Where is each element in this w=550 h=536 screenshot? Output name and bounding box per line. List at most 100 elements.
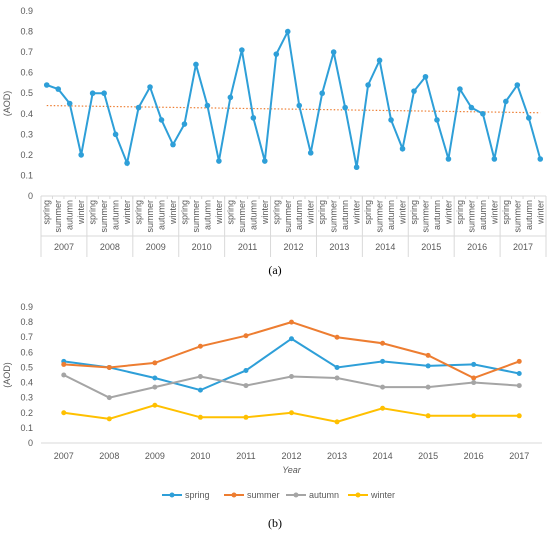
data-point-winter [152, 402, 158, 408]
season-tick-label: spring [225, 200, 235, 225]
data-point [147, 84, 153, 90]
season-tick-label: summer [283, 200, 293, 233]
data-point [503, 98, 509, 105]
x-tick-label: 2011 [236, 451, 255, 461]
data-point [411, 88, 417, 94]
data-point-summer [516, 358, 522, 364]
y-tick-label: 0.1 [20, 423, 33, 433]
data-point [445, 156, 452, 162]
data-point-autumn [334, 375, 340, 381]
year-tick-label: 2014 [375, 242, 395, 252]
data-point-autumn [106, 395, 112, 401]
data-point-winter [334, 419, 340, 425]
data-point-winter [197, 414, 203, 420]
season-tick-label: winter [535, 200, 545, 225]
data-point-summer [380, 340, 386, 346]
season-tick-label: spring [42, 200, 52, 225]
legend-marker-summer [231, 492, 237, 498]
x-tick-label: 2007 [54, 451, 74, 461]
data-point [43, 82, 50, 88]
data-point-summer [425, 352, 431, 358]
panel-label-b: (b) [268, 516, 282, 530]
y-axis-label: (AOD) [2, 362, 12, 388]
data-point-autumn [61, 372, 67, 378]
data-point [55, 86, 62, 92]
data-point [457, 86, 463, 92]
data-point [525, 115, 532, 121]
x-tick-label: 2009 [145, 451, 165, 461]
data-point [480, 110, 486, 117]
season-tick-label: winter [306, 200, 316, 225]
data-point [342, 104, 348, 111]
season-tick-label: winter [398, 200, 408, 225]
year-tick-label: 2009 [146, 242, 166, 252]
data-point-spring [380, 358, 386, 364]
data-point [135, 104, 142, 111]
season-tick-label: winter [260, 200, 270, 225]
x-tick-label: 2012 [281, 451, 301, 461]
data-point [124, 160, 130, 166]
y-tick-label: 0 [28, 191, 33, 201]
y-tick-label: 0.6 [20, 68, 33, 78]
year-tick-label: 2015 [421, 242, 441, 252]
season-tick-label: winter [214, 200, 224, 225]
y-tick-label: 0.5 [20, 362, 33, 372]
season-tick-label: autumn [248, 200, 258, 230]
season-tick-label: summer [420, 200, 430, 233]
season-tick-label: winter [168, 200, 178, 225]
y-tick-label: 0.1 [20, 170, 33, 180]
data-point-summer [471, 375, 477, 381]
season-tick-label: winter [76, 200, 86, 225]
y-tick-label: 0.5 [20, 88, 33, 98]
year-tick-label: 2017 [513, 242, 533, 252]
data-point [273, 51, 280, 57]
season-tick-label: spring [134, 200, 144, 225]
data-point-autumn [471, 380, 477, 386]
x-tick-label: 2010 [190, 451, 210, 461]
data-point [491, 156, 498, 162]
season-tick-label: summer [512, 200, 522, 233]
year-tick-label: 2008 [100, 242, 120, 252]
data-point [376, 57, 383, 64]
data-point [158, 117, 165, 123]
data-point [514, 82, 521, 88]
y-tick-label: 0.3 [20, 129, 33, 139]
season-tick-label: summer [375, 200, 385, 233]
season-tick-label: spring [271, 200, 281, 225]
data-point-spring [334, 364, 340, 370]
trendline [46, 104, 541, 114]
season-tick-label: spring [455, 200, 465, 225]
year-tick-label: 2010 [192, 242, 212, 252]
data-point-summer [243, 333, 249, 339]
data-point-winter [61, 410, 67, 416]
data-point-spring [425, 363, 431, 369]
data-point-spring [471, 361, 477, 367]
y-axis-label: (AOD) [2, 91, 12, 117]
x-tick-label: 2017 [509, 451, 529, 461]
y-tick-label: 0.8 [20, 317, 33, 327]
data-point-spring [152, 375, 158, 381]
year-tick-label: 2012 [283, 242, 303, 252]
data-point-winter [516, 413, 522, 419]
x-tick-label: 2013 [327, 451, 347, 461]
data-point [422, 73, 429, 80]
season-tick-label: summer [191, 200, 201, 233]
y-tick-label: 0.9 [20, 6, 33, 16]
season-tick-label: autumn [340, 200, 350, 230]
y-tick-label: 0.7 [20, 47, 33, 57]
data-point [365, 82, 371, 88]
legend-label-winter: winter [370, 490, 395, 500]
data-point-summer [289, 319, 294, 325]
x-tick-label: 2008 [99, 451, 119, 461]
season-tick-label: autumn [478, 200, 488, 230]
legend-marker-spring [169, 492, 175, 498]
season-tick-label: winter [352, 200, 362, 225]
data-point [468, 104, 475, 111]
season-tick-label: spring [179, 200, 189, 225]
data-point [78, 152, 84, 158]
y-tick-label: 0.4 [20, 109, 33, 119]
data-point-spring [243, 367, 249, 373]
season-tick-label: autumn [386, 200, 396, 230]
season-tick-label: summer [53, 200, 63, 233]
data-point-spring [289, 336, 294, 342]
